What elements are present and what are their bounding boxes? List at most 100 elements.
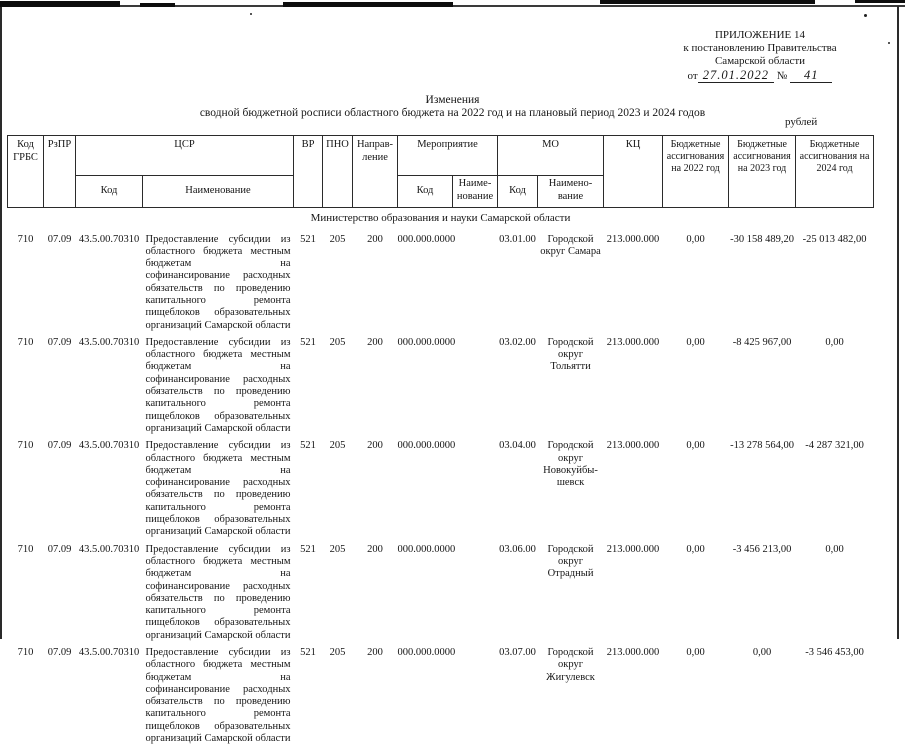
col-meropriyatie: Мероприятие [396, 135, 499, 176]
cell-2023: -3 456 213,00 [732, 543, 792, 555]
col-mer-naimenovanie: Наиме-нование [451, 175, 499, 208]
col-mo: МО [497, 135, 605, 176]
cell-mer-kod: 000.000.0000 [397, 647, 456, 658]
cell-pno: 205 [329, 543, 346, 555]
table-row: 710 07.09 43.5.00.70310 Предоставление с… [8, 642, 874, 745]
col-mo-kod: Код [497, 175, 539, 208]
cell-2022: 0,00 [686, 336, 705, 348]
title-line1: Изменения [425, 94, 480, 106]
col-mo-naimenovanie: Наимено-вание [537, 175, 605, 208]
cell-2022: 0,00 [686, 233, 705, 245]
scan-blob [600, 0, 815, 4]
cell-2023: -13 278 564,00 [730, 440, 794, 452]
cell-vr: 521 [300, 233, 316, 245]
cell-vr: 521 [300, 440, 316, 452]
cell-2023: -30 158 489,20 [730, 233, 794, 245]
units-label: рублей [785, 116, 818, 128]
scan-left-edge-line [0, 7, 2, 639]
scan-right-edge-line [897, 6, 899, 639]
cell-mo-kod: 03.07.00 [499, 647, 536, 658]
handwritten-date: 27.01.2022 [697, 68, 774, 83]
cell-kc: 213.000.000 [606, 233, 660, 245]
cell-2024: -25 013 482,00 [802, 233, 867, 245]
cell-mer-kod: 000.000.0000 [397, 543, 456, 555]
cell-mo-kod: 03.01.00 [499, 233, 536, 245]
col-budget-2022: Бюджетные ассигнования на 2022 год [662, 135, 730, 208]
cell-mo-name: Городской округ Самара [540, 233, 601, 257]
cell-2023: -8 425 967,00 [732, 336, 792, 348]
table-row: 710 07.09 43.5.00.70310 Предоставление с… [8, 332, 874, 435]
cell-grbs: 710 [17, 233, 34, 245]
col-napravlenie: Направ-ление [352, 135, 398, 208]
cell-csr-kod: 43.5.00.70310 [78, 233, 140, 245]
section-title: Министерство образования и науки Самарск… [310, 212, 571, 224]
date-prefix: от [687, 70, 698, 82]
appendix-title: ПРИЛОЖЕНИЕ 14 [714, 29, 806, 41]
cell-csr-name: Предоставление субсидии из областного бю… [145, 233, 291, 331]
appendix-block: ПРИЛОЖЕНИЕ 14 к постановлению Правительс… [630, 29, 890, 83]
cell-csr-name: Предоставление субсидии из областного бю… [145, 647, 291, 745]
col-csr-naimenovanie: Наименование [142, 175, 294, 208]
col-kod-grbs: Код ГРБС [7, 135, 44, 208]
table-row: 710 07.09 43.5.00.70310 Предоставление с… [8, 229, 874, 332]
table-row: 710 07.09 43.5.00.70310 Предоставление с… [8, 435, 874, 538]
col-vr: ВР [293, 135, 323, 208]
cell-napr: 200 [367, 543, 383, 555]
cell-mo-name: Городской округ Новокуйбы-шевск [543, 440, 598, 489]
cell-csr-kod: 43.5.00.70310 [78, 336, 140, 348]
scan-blob [0, 1, 120, 7]
col-pno: ПНО [322, 135, 353, 208]
cell-kc: 213.000.000 [606, 543, 660, 555]
cell-csr-kod: 43.5.00.70310 [78, 440, 140, 452]
appendix-line2: к постановлению Правительства [683, 42, 837, 54]
number-label: № [776, 70, 788, 82]
cell-napr: 200 [367, 336, 383, 348]
cell-csr-name: Предоставление субсидии из областного бю… [145, 543, 291, 641]
cell-2022: 0,00 [686, 440, 705, 452]
cell-mer-name [453, 229, 498, 332]
cell-rzpr: 07.09 [47, 440, 72, 452]
cell-pno: 205 [329, 647, 346, 658]
col-kc: КЦ [603, 135, 664, 208]
cell-kc: 213.000.000 [606, 440, 660, 452]
col-mer-kod: Код [397, 175, 453, 208]
cell-rzpr: 07.09 [47, 543, 72, 555]
cell-napr: 200 [367, 233, 383, 245]
section-row: Министерство образования и науки Самарск… [8, 208, 874, 229]
col-budget-2023: Бюджетные ассигнования на 2023 год [728, 135, 797, 208]
cell-mo-kod: 03.06.00 [499, 543, 536, 555]
cell-pno: 205 [329, 336, 346, 348]
cell-grbs: 710 [17, 543, 34, 555]
cell-rzpr: 07.09 [47, 233, 72, 245]
cell-2024: 0,00 [825, 336, 844, 348]
cell-napr: 200 [367, 647, 383, 658]
cell-mer-name [453, 435, 498, 538]
cell-mer-name [453, 332, 498, 435]
cell-2024: -3 546 453,00 [805, 647, 864, 658]
cell-mo-name: Городской округ Тольятти [547, 336, 594, 373]
cell-2024: 0,00 [825, 543, 844, 555]
cell-pno: 205 [329, 440, 346, 452]
document-title: Изменения сводной бюджетной росписи обла… [0, 94, 905, 120]
cell-mer-kod: 000.000.0000 [397, 440, 456, 452]
cell-csr-name: Предоставление субсидии из областного бю… [145, 440, 291, 538]
col-budget-2024: Бюджетные ассигнования на 2024 год [795, 135, 875, 208]
cell-csr-kod: 43.5.00.70310 [78, 543, 140, 555]
cell-grbs: 710 [17, 336, 34, 348]
appendix-date-line: от 27.01.2022 № 41 [630, 68, 890, 83]
scan-blob [855, 0, 905, 3]
title-line2: сводной бюджетной росписи областного бюд… [199, 107, 706, 119]
scan-speck [888, 42, 890, 44]
cell-napr: 200 [367, 440, 383, 452]
cell-grbs: 710 [17, 647, 34, 658]
cell-kc: 213.000.000 [606, 647, 660, 658]
cell-pno: 205 [329, 233, 346, 245]
scan-speck [250, 13, 252, 15]
appendix-line3: Самарской области [714, 55, 806, 67]
cell-grbs: 710 [17, 440, 34, 452]
table-row: 710 07.09 43.5.00.70310 Предоставление с… [8, 539, 874, 642]
scan-blob [140, 3, 175, 7]
cell-mo-name: Городской округ Отрадный [547, 543, 594, 580]
cell-2023: 0,00 [752, 647, 772, 658]
